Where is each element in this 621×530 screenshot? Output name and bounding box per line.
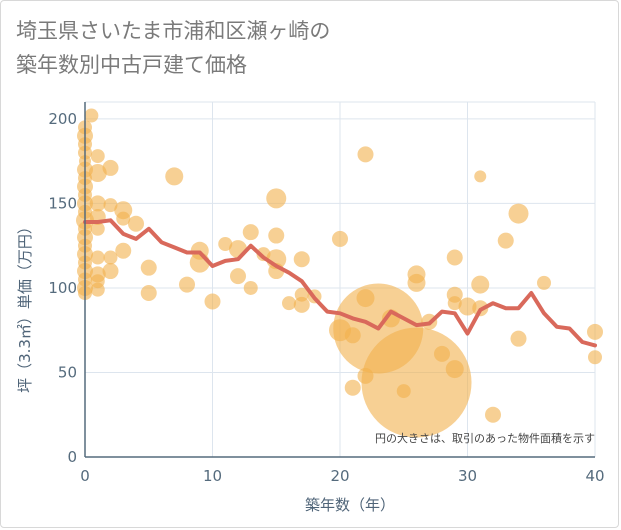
bubble-point <box>293 251 310 268</box>
bubble-point <box>471 275 490 294</box>
size-note: 円の大きさは、取引のあった物件面積を示す <box>375 431 595 445</box>
x-tick-label: 20 <box>330 467 349 485</box>
trend-series <box>83 218 597 348</box>
bubble-point <box>361 327 472 438</box>
bubble-point <box>447 296 462 311</box>
bubble-point <box>84 108 99 123</box>
bubble-point <box>407 273 426 292</box>
chart-title-line-2: 築年数別中古戸建て価格 <box>16 53 247 77</box>
bubble-point <box>510 330 527 347</box>
bubble-point <box>458 297 477 316</box>
bubble-point <box>179 276 195 293</box>
bubble-point <box>116 211 131 226</box>
bubble-point <box>115 242 132 259</box>
bubble-point <box>242 224 259 241</box>
bubble-point <box>282 296 296 311</box>
y-tick-label: 50 <box>58 363 77 381</box>
bubble-point <box>508 203 529 224</box>
x-tick-label: 10 <box>203 467 222 485</box>
chart-title: 埼玉県さいたま市浦和区瀬ヶ崎の 築年数別中古戸建て価格 <box>16 14 330 82</box>
y-tick-label: 150 <box>48 194 77 212</box>
bubble-point <box>485 406 501 423</box>
bubble-point <box>537 275 551 290</box>
x-tick-label: 30 <box>458 467 477 485</box>
y-tick-label: 100 <box>48 279 77 297</box>
bubble-point <box>434 345 450 362</box>
grid <box>85 101 596 457</box>
bubble-point <box>102 263 119 280</box>
average-price-line <box>83 218 597 348</box>
y-axis-label: 坪（3.3㎡）単価（万円） <box>16 219 34 393</box>
bubble-point <box>90 250 105 265</box>
bubble-point <box>588 350 602 365</box>
bubble-point <box>90 221 105 236</box>
bubble-point <box>357 146 374 163</box>
x-tick-label: 40 <box>585 467 604 485</box>
bubble-point <box>293 296 310 313</box>
x-axis-label: 築年数（年） <box>305 496 395 514</box>
y-tick-label: 200 <box>48 110 77 128</box>
bubble-point <box>474 170 487 183</box>
bubble-point <box>243 280 258 295</box>
bubble-point <box>90 149 105 164</box>
bubble-point <box>90 282 105 297</box>
bubble-point <box>445 360 464 379</box>
bubble-point <box>587 323 603 340</box>
bubble-point <box>204 293 221 310</box>
bubble-point <box>332 230 348 247</box>
x-tick-label: 0 <box>80 467 90 485</box>
chart-title-line-1: 埼玉県さいたま市浦和区瀬ヶ崎の <box>16 19 331 43</box>
bubble-point <box>230 268 246 285</box>
bubble-point <box>102 159 119 176</box>
bubble-point <box>128 215 144 232</box>
bubble-point <box>165 167 184 186</box>
bubble-point <box>88 164 107 182</box>
bubble-point <box>268 227 285 244</box>
axes <box>84 102 595 458</box>
bubble-point <box>218 237 233 251</box>
y-tick-label: 0 <box>67 448 77 466</box>
bubble-point <box>497 232 514 249</box>
bubble-point <box>266 188 287 209</box>
bubble-point <box>89 195 106 212</box>
bubble-point <box>140 259 157 276</box>
bubble-point <box>140 285 157 302</box>
bubble-point <box>446 249 463 266</box>
tick-labels: 0 10 20 30 40 0 50 100 150 200 <box>48 110 604 485</box>
bubble-point <box>103 198 118 213</box>
bubble-point <box>344 379 361 396</box>
bubble-point <box>103 250 118 265</box>
